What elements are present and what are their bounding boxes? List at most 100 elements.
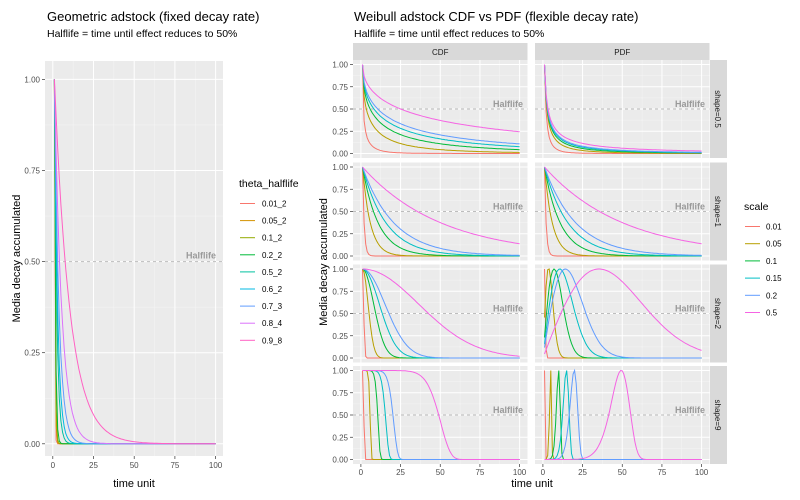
series-line-5: [544, 166, 702, 245]
right-y-tick-label: 0.75: [332, 287, 348, 296]
facet-strip-shape-0: [710, 60, 727, 158]
right-x-tick-label: 50: [618, 468, 627, 477]
right-y-tick-label: 0.75: [332, 83, 348, 92]
facet-strip-shape-1: [710, 162, 727, 261]
series-line-4: [544, 166, 702, 256]
right-x-axis-title: time unit: [511, 478, 553, 490]
facet-strip-label-shape-1: shape=1: [713, 196, 722, 227]
right-y-tick-label: 0.25: [332, 433, 348, 442]
right-y-tick-label: 0.00: [332, 354, 348, 363]
series-line-5: [362, 370, 520, 460]
right-legend-label-5: 0.5: [766, 309, 778, 318]
halflife-label: Halflife: [493, 304, 523, 314]
right-x-tick-label: 25: [396, 468, 405, 477]
left-legend-label-0: 0.01_2: [262, 200, 287, 209]
right-y-tick-label: 0.50: [332, 411, 348, 420]
right-y-tick-label: 1.00: [332, 163, 348, 172]
right-y-axis-title: Media decay accumulated: [318, 198, 330, 326]
series-line-0: [362, 64, 520, 154]
series-line-5: [544, 64, 702, 152]
right-y-tick-label: 0.50: [332, 310, 348, 319]
right-x-tick-label: 0: [541, 468, 546, 477]
series-line-5: [544, 268, 702, 355]
left-series-lines: [53, 79, 216, 445]
left-legend-label-4: 0.5_2: [262, 268, 283, 277]
series-line-5: [544, 369, 702, 460]
panel-cdf-shape-1: Halflife: [353, 162, 528, 261]
left-legend-label-3: 0.2_2: [262, 251, 283, 260]
left-legend-label-2: 0.1_2: [262, 234, 283, 243]
right-x-tick-label: 75: [475, 468, 484, 477]
series-line-4: [362, 166, 520, 256]
left-series-line-8: [53, 79, 216, 445]
series-line-5: [362, 64, 520, 133]
left-y-axis-title: Media decay accumulated: [11, 195, 23, 323]
left-y-tick-label: 0.25: [24, 349, 40, 358]
series-line-4: [362, 64, 520, 145]
panel-pdf-shape-1: Halflife: [535, 162, 710, 261]
facet-strip-pdf: [535, 43, 710, 60]
left-x-tick-label: 25: [89, 461, 98, 470]
facet-strip-shape-3: [710, 366, 727, 464]
right-legend-label-0: 0.01: [766, 223, 782, 232]
panel-cdf-shape-2: Halflife: [353, 264, 528, 363]
series-line-1: [362, 64, 520, 153]
series-line-4: [544, 268, 702, 359]
left-halflife-label: Halflife: [186, 251, 216, 261]
right-y-tick-label: 0.00: [332, 456, 348, 465]
right-y-tick-label: 0.75: [332, 185, 348, 194]
panel-pdf-shape-0: Halflife: [535, 60, 710, 158]
left-legend-label-7: 0.8_4: [262, 319, 283, 328]
panel-cdf-shape-0: Halflife: [353, 60, 528, 158]
panel-pdf-shape-2: Halflife: [535, 264, 710, 363]
right-facet-strips: CDF PDF shape=0.5 shape=1 shape=2 shape=9: [353, 43, 727, 464]
right-y-tick-label: 0.25: [332, 127, 348, 136]
left-legend-label-8: 0.9_8: [262, 336, 283, 345]
right-legend-label-4: 0.2: [766, 291, 778, 300]
left-y-tick-label: 1.00: [24, 75, 40, 84]
right-y-tick-label: 0.25: [332, 230, 348, 239]
series-line-4: [362, 268, 520, 359]
left-y-tick-label: 0.75: [24, 167, 40, 176]
right-y-tick-labels: 0.00 0.25 0.50 0.75 1.00 0.00 0.25 0.50 0.75 1.00…: [332, 61, 353, 465]
panel-pdf-shape-3: Halflife: [535, 366, 710, 464]
right-chart-title: Weibull adstock CDF vs PDF (flexible dec…: [354, 9, 638, 24]
left-x-tick-label: 75: [170, 461, 179, 470]
panel-cdf-shape-3: Halflife: [353, 366, 528, 464]
left-y-tick-label: 0.00: [24, 440, 40, 449]
right-legend: 0.01 0.05 0.1 0.15 0.2 0.5: [745, 223, 782, 318]
facet-strip-label-shape-0: shape=0.5: [713, 90, 722, 128]
right-y-tick-label: 1.00: [332, 61, 348, 70]
halflife-label: Halflife: [675, 405, 705, 415]
right-y-tick-label: 0.75: [332, 389, 348, 398]
right-y-tick-label: 0.50: [332, 105, 348, 114]
right-x-tick-labels: 0 25 50 75 100 0 25 50 75 100: [359, 464, 709, 477]
right-x-tick-label: 25: [578, 468, 587, 477]
facet-strip-label-cdf: CDF: [432, 48, 449, 57]
series-line-3: [362, 64, 520, 148]
right-facet-panels: Halflife Halflife Halflife Halflife Halflife…: [353, 60, 710, 464]
right-x-tick-label: 50: [436, 468, 445, 477]
series-line-5: [362, 268, 520, 357]
left-y-tick-label: 0.50: [24, 258, 40, 267]
right-x-tick-label: 75: [657, 468, 666, 477]
series-line-2: [362, 64, 520, 151]
left-legend-title: theta_halflife: [239, 178, 299, 190]
series-line-5: [362, 166, 520, 245]
halflife-label: Halflife: [675, 202, 705, 212]
halflife-label: Halflife: [493, 405, 523, 415]
facet-strip-shape-2: [710, 264, 727, 363]
left-x-tick-labels: 0 25 50 75 100: [51, 456, 223, 470]
right-chart: Halflife Halflife Halflife Halflife Halflife…: [318, 43, 782, 490]
facet-strip-label-shape-2: shape=2: [713, 298, 722, 329]
right-y-tick-label: 0.50: [332, 208, 348, 217]
left-legend-label-1: 0.05_2: [262, 217, 287, 226]
left-legend-label-6: 0.7_3: [262, 302, 283, 311]
left-chart-subtitle: Halflife = time until effect reduces to …: [47, 28, 237, 40]
series-line-4: [544, 64, 702, 153]
left-x-tick-label: 100: [209, 461, 223, 470]
left-legend: 0.01_2 0.05_2 0.1_2 0.2_2 0.5_2 0.6_2 0.7_3 0.8…: [240, 200, 287, 345]
left-x-axis-title: time unit: [113, 478, 155, 490]
